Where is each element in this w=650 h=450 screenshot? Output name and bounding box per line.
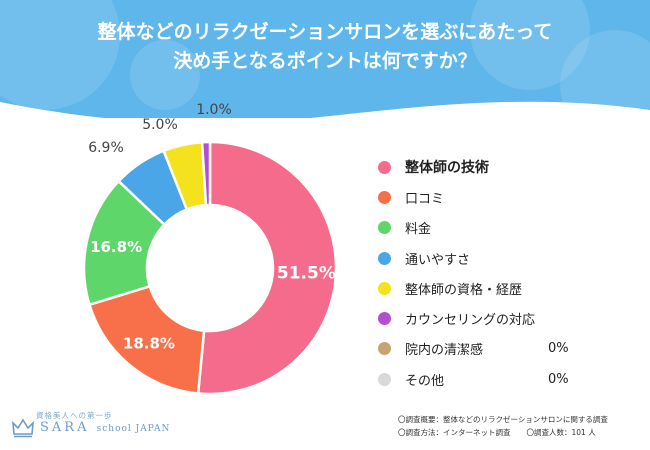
legend-label: 通いやすさ bbox=[405, 252, 471, 268]
legend-swatch bbox=[378, 342, 391, 356]
legend-swatch bbox=[378, 372, 391, 386]
slice-label: 16.8% bbox=[90, 238, 142, 256]
legend-label: カウンセリングの対応 bbox=[405, 313, 536, 329]
legend-item: 院内の清潔感 0% bbox=[378, 334, 628, 364]
donut-chart: 51.5% 18.8% 16.8% 6.9% 5.0% 1.0% bbox=[82, 102, 338, 396]
legend-value: 0% bbox=[548, 341, 569, 357]
legend-item: その他 0% bbox=[378, 364, 628, 394]
legend-label: 整体師の資格・経歴 bbox=[405, 282, 523, 298]
legend-label: 料金 bbox=[405, 222, 432, 238]
legend-value: 0% bbox=[548, 371, 569, 387]
legend-swatch bbox=[378, 312, 391, 326]
note-overview: 〇調査概要：整体などのリラクゼーションサロンに関する調査 bbox=[398, 415, 608, 424]
legend-label: 院内の清潔感 bbox=[405, 343, 484, 359]
slice-label: 5.0% bbox=[142, 117, 178, 133]
legend-item: 整体師の資格・経歴 bbox=[378, 273, 628, 303]
legend-swatch bbox=[378, 281, 391, 295]
legend-item: カウンセリングの対応 bbox=[378, 303, 628, 333]
legend-label: 整体師の技術 bbox=[405, 160, 489, 177]
legend-item: 通いやすさ bbox=[378, 243, 628, 273]
donut-slice bbox=[200, 140, 212, 207]
title-line-2: 決め手となるポイントは何ですか？ bbox=[173, 50, 477, 72]
logo-name: SARA bbox=[40, 420, 90, 435]
wave-divider bbox=[0, 101, 650, 118]
logo-wordmark: SARA school JAPAN bbox=[40, 420, 170, 435]
legend-swatch bbox=[378, 221, 391, 235]
donut-slice bbox=[196, 140, 338, 396]
legend-item: 整体師の技術 bbox=[378, 152, 628, 182]
crown-icon bbox=[12, 418, 34, 438]
logo-sub: school JAPAN bbox=[96, 424, 171, 434]
legend-swatch bbox=[378, 190, 391, 204]
legend-label: 口コミ bbox=[405, 191, 445, 207]
legend-swatch bbox=[378, 251, 391, 265]
slice-label: 18.8% bbox=[123, 335, 175, 353]
sara-school-logo: 資格美人への第一歩 SARA school JAPAN bbox=[12, 410, 222, 446]
legend-item: 料金 bbox=[378, 213, 628, 243]
note-method: 〇調査方法：インターネット調査 bbox=[398, 428, 511, 437]
title-line-1: 整体などのリラクゼーションサロンを選ぶにあたって bbox=[97, 21, 553, 43]
legend-swatch bbox=[378, 160, 391, 174]
decor-bubble bbox=[130, 40, 200, 110]
chart-legend: 整体師の技術 口コミ 料金 通いやすさ 整体師の資格・経歴 カウンセリングの対応 院内の清潔… bbox=[378, 152, 628, 394]
slice-label: 51.5% bbox=[277, 264, 336, 284]
note-respondents: 〇調査人数：101 人 bbox=[526, 428, 596, 437]
survey-notes: 〇調査概要：整体などのリラクゼーションサロンに関する調査 〇調査方法：インターネ… bbox=[398, 413, 608, 439]
page-title: 整体などのリラクゼーションサロンを選ぶにあたって 決め手となるポイントは何ですか… bbox=[0, 18, 650, 76]
logo-tagline: 資格美人への第一歩 bbox=[36, 411, 113, 420]
legend-item: 口コミ bbox=[378, 182, 628, 212]
legend-label: その他 bbox=[405, 373, 445, 389]
slice-label: 6.9% bbox=[88, 140, 124, 156]
slice-label: 1.0% bbox=[196, 102, 232, 118]
title-banner: 整体などのリラクゼーションサロンを選ぶにあたって 決め手となるポイントは何ですか… bbox=[0, 0, 650, 118]
